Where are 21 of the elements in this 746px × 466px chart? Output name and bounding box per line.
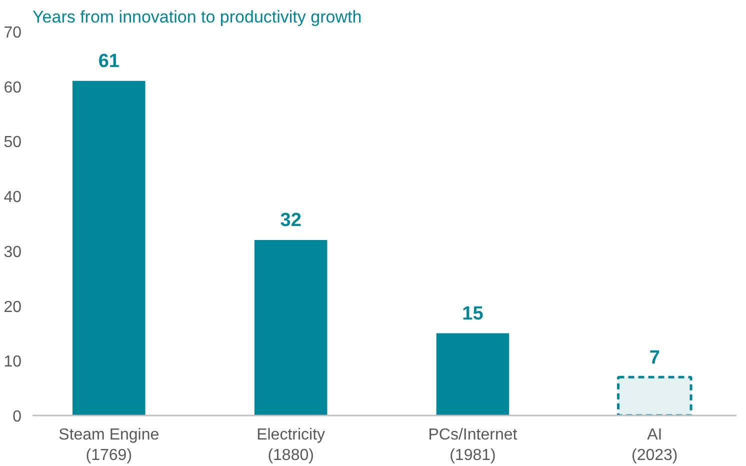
x-tick-label: AI (2023) — [632, 426, 678, 464]
data-label: 32 — [280, 210, 302, 232]
y-tick-label: 0 — [12, 408, 22, 426]
x-tick-label: Steam Engine (1769) — [58, 426, 160, 464]
bar — [254, 240, 328, 416]
y-tick-label: 10 — [4, 354, 22, 371]
y-tick-label: 50 — [4, 134, 22, 152]
x-tick-label: Electricity (1880) — [256, 426, 326, 464]
y-tick-label: 20 — [4, 298, 22, 316]
bar — [617, 376, 692, 416]
bar — [436, 333, 510, 416]
data-label: 15 — [462, 304, 484, 324]
bar — [72, 80, 146, 416]
y-tick-label: 40 — [4, 189, 22, 206]
x-tick-label: PCs/Internet (1981) — [428, 426, 518, 464]
chart-title: Years from innovation to productivity growth — [32, 8, 362, 26]
y-tick-label: 70 — [4, 24, 22, 42]
y-tick-label: 30 — [4, 244, 22, 261]
data-label: 7 — [649, 347, 660, 368]
y-tick-label: 60 — [4, 79, 22, 96]
data-label: 61 — [98, 51, 120, 72]
